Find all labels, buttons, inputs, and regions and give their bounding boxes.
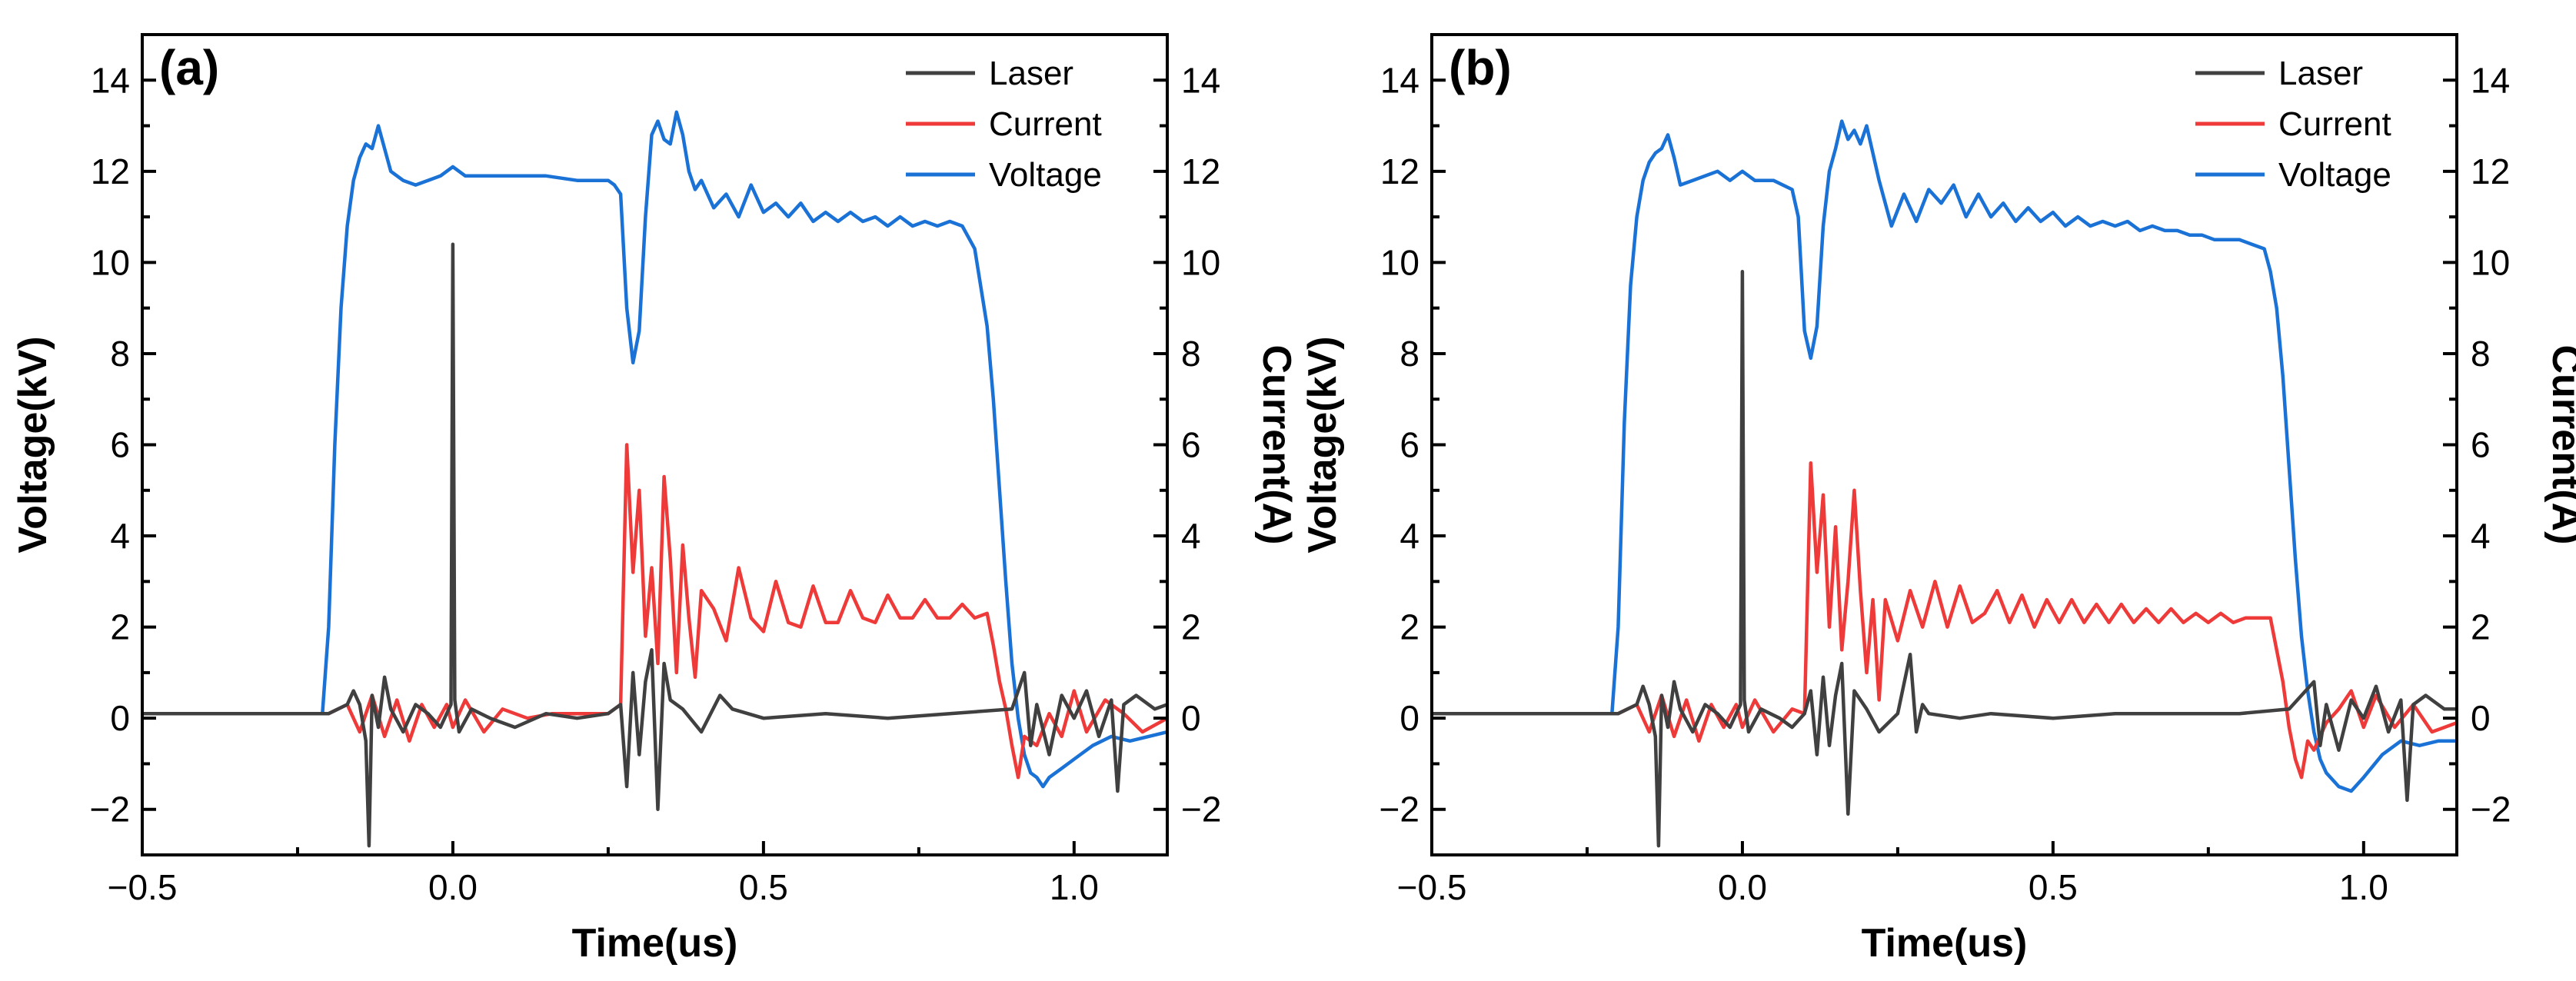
y-left-axis-title: Voltage(kV) [1300, 336, 1345, 553]
y-right-axis-title: Current(A) [2544, 345, 2576, 545]
legend-label-current: Current [989, 105, 1102, 143]
plot-area [1432, 119, 2457, 848]
panel-label: (a) [159, 40, 219, 95]
x-tick-label: 0.5 [2029, 867, 2078, 907]
legend-label-voltage: Voltage [2278, 156, 2391, 194]
y-left-tick-label: 12 [1380, 151, 1419, 191]
y-left-tick-label: −2 [90, 790, 130, 830]
y-right-tick-label: 8 [1181, 334, 1201, 374]
y-left-tick-label: 0 [110, 698, 130, 738]
y-left-tick-label: −2 [1380, 790, 1419, 830]
legend-label-laser: Laser [989, 55, 1073, 92]
y-right-tick-label: 14 [2471, 60, 2510, 100]
y-left-tick-label: 4 [1399, 516, 1419, 556]
legend-label-current: Current [2278, 105, 2391, 143]
y-right-tick-label: 4 [2471, 516, 2491, 556]
y-right-tick-label: 0 [2471, 698, 2491, 738]
x-tick-label: 0.0 [428, 867, 478, 907]
x-tick-label: −0.5 [108, 867, 178, 907]
y-right-tick-label: 12 [1181, 151, 1220, 191]
y-left-tick-label: 0 [1399, 698, 1419, 738]
y-left-tick-label: 4 [110, 516, 130, 556]
y-left-tick-label: 6 [1399, 425, 1419, 465]
y-right-tick-label: 4 [1181, 516, 1201, 556]
x-axis-title: Time(us) [1862, 921, 2028, 966]
y-left-tick-label: 10 [1380, 242, 1419, 282]
y-left-tick-label: 8 [110, 334, 130, 374]
y-left-tick-label: 10 [91, 242, 130, 282]
series-line-current [142, 443, 1167, 780]
x-axis-title: Time(us) [572, 921, 738, 966]
x-tick-label: 0.0 [1718, 867, 1767, 907]
y-right-tick-label: 12 [2471, 151, 2510, 191]
y-left-tick-label: 12 [91, 151, 130, 191]
y-right-tick-label: −2 [2471, 790, 2511, 830]
y-left-tick-label: 2 [110, 607, 130, 647]
x-tick-label: −0.5 [1397, 867, 1467, 907]
y-right-tick-label: 2 [1181, 607, 1201, 647]
y-right-tick-label: −2 [1181, 790, 1221, 830]
series-line-laser [142, 242, 1167, 848]
legend-label-voltage: Voltage [989, 156, 1102, 194]
y-left-tick-label: 14 [91, 60, 130, 100]
y-right-tick-label: 2 [2471, 607, 2491, 647]
plot-area [142, 110, 1167, 848]
series-line-current [1432, 461, 2457, 780]
legend-label-laser: Laser [2278, 55, 2363, 92]
series-line-voltage [1432, 119, 2457, 793]
series-line-voltage [142, 110, 1167, 789]
y-right-tick-label: 10 [1181, 242, 1220, 282]
y-right-tick-label: 6 [1181, 425, 1201, 465]
series-line-laser [1432, 269, 2457, 848]
chart-panel-b: −0.5 0.0 0.5 1.0 −2 0 2 4 6 8 10 12 14 −2 0 2 4 6 8 10 12 14 T… [1300, 33, 2576, 966]
y-left-tick-label: 2 [1399, 607, 1419, 647]
y-right-tick-label: 8 [2471, 334, 2491, 374]
y-left-tick-label: 14 [1380, 60, 1419, 100]
x-tick-label: 0.5 [739, 867, 788, 907]
y-left-axis-title: Voltage(kV) [11, 336, 55, 553]
y-right-tick-label: 0 [1181, 698, 1201, 738]
y-right-axis-title: Current(A) [1254, 345, 1299, 545]
x-tick-label: 1.0 [2339, 867, 2388, 907]
chart-panel-a: −0.5 0.0 0.5 1.0 −2 0 2 4 6 8 10 12 14 −2 0 2 4 6 8 10 12 14 T… [11, 33, 1299, 966]
y-left-tick-label: 8 [1399, 334, 1419, 374]
y-right-tick-label: 10 [2471, 242, 2510, 282]
panel-label: (b) [1449, 40, 1512, 95]
y-right-tick-label: 14 [1181, 60, 1220, 100]
x-tick-label: 1.0 [1050, 867, 1099, 907]
y-left-tick-label: 6 [110, 425, 130, 465]
y-right-tick-label: 6 [2471, 425, 2491, 465]
